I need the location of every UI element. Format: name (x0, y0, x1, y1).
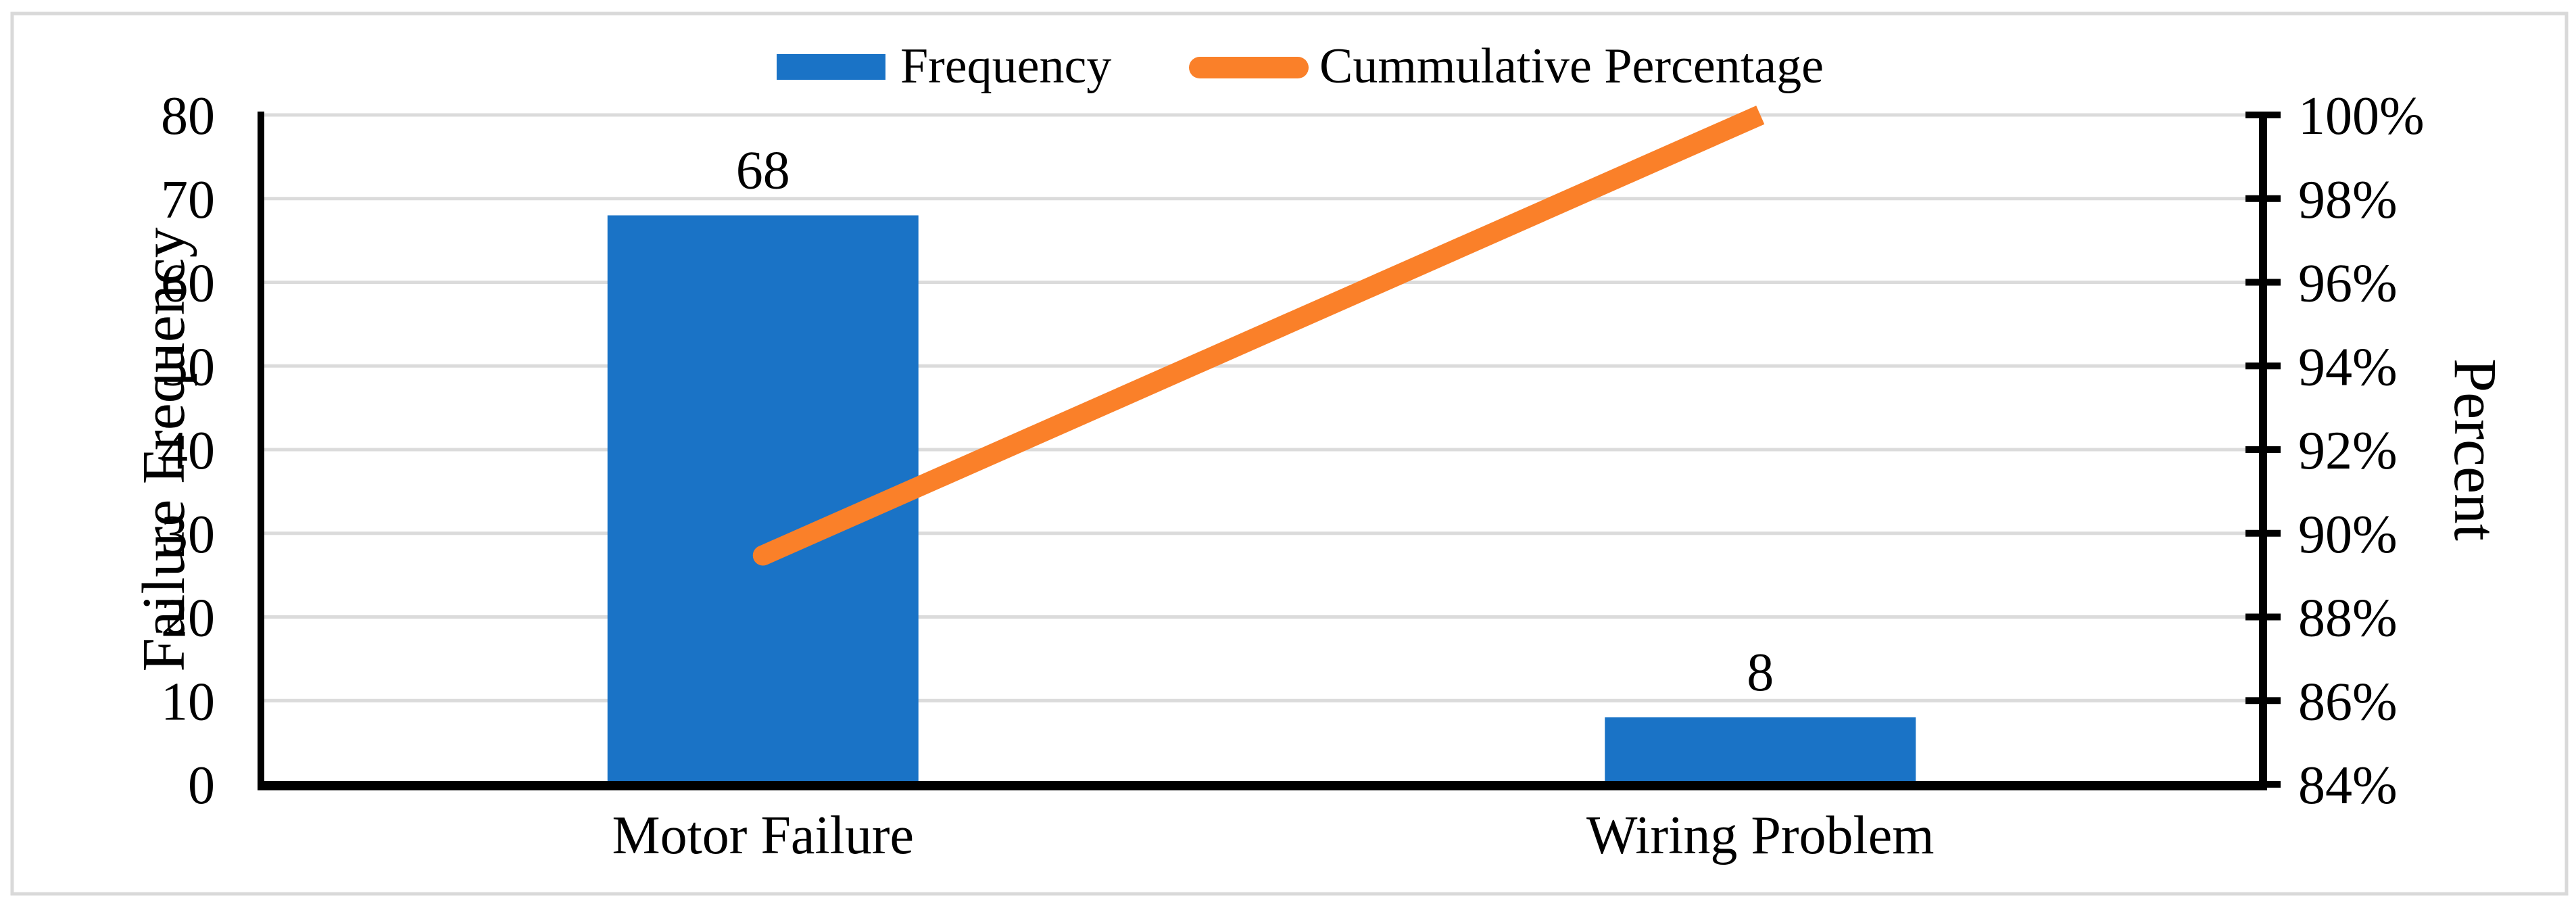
chart-outer-border (10, 11, 2569, 896)
right-axis-tick-label: 88% (2298, 589, 2398, 648)
frequency-bars (607, 215, 1916, 784)
bar-value-labels: 68 8 (736, 141, 1774, 703)
right-axis-tick-label: 98% (2298, 170, 2398, 230)
right-axis-tick (2245, 112, 2281, 118)
right-axis-tick-label: 92% (2298, 421, 2398, 481)
right-axis-tick (2245, 529, 2281, 537)
right-axis-tick-label: 84% (2298, 756, 2398, 815)
right-axis-tick (2245, 195, 2281, 202)
left-axis-tick-label: 30 (161, 505, 215, 565)
cumulative-line (758, 105, 1765, 565)
category-label: Motor Failure (612, 806, 914, 865)
left-axis-tick-label: 70 (161, 170, 215, 230)
bottom-axis-line (258, 781, 2267, 790)
left-axis-tick-label: 10 (161, 672, 215, 732)
left-axis-tick-label: 80 (161, 87, 215, 146)
right-axis-tick-label: 90% (2298, 505, 2398, 565)
left-axis-line (258, 112, 264, 790)
legend-frequency-swatch (777, 54, 885, 80)
right-axis-tick (2245, 697, 2281, 705)
right-axis-tick (2245, 446, 2281, 453)
legend-frequency-label: Frequency (900, 39, 1111, 94)
left-axis-tick-label: 60 (161, 254, 215, 314)
right-axis-ticks (2245, 112, 2281, 788)
left-axis-title: Failure Frequency (130, 227, 197, 671)
right-axis-tick-labels: 84% 86% 88% 90% 92% 94% 96% 98% 100% (2298, 87, 2425, 815)
left-axis-tick-labels: 0 10 20 30 40 50 60 70 80 (161, 87, 215, 815)
frequency-bar (1605, 717, 1916, 784)
legend: Frequency Cummulative Percentage (777, 39, 1824, 94)
right-axis-tick-label: 94% (2298, 337, 2398, 397)
bar-value-label: 8 (1747, 643, 1774, 702)
right-axis-tick (2245, 781, 2281, 788)
legend-cumulative-label: Cummulative Percentage (1319, 39, 1824, 94)
left-axis-tick-label: 50 (161, 337, 215, 397)
right-axis-tick (2245, 613, 2281, 621)
right-axis-tick-label: 86% (2298, 672, 2398, 732)
left-axis-tick-label: 20 (161, 589, 215, 648)
left-axis-tick-label: 40 (161, 421, 215, 481)
bar-value-label: 68 (736, 141, 790, 201)
category-label: Wiring Problem (1586, 806, 1935, 865)
right-axis-tick-label: 100% (2298, 87, 2425, 146)
category-labels: Motor Failure Wiring Problem (612, 806, 1934, 865)
right-axis-tick-label: 96% (2298, 254, 2398, 314)
right-axis-tick (2245, 362, 2281, 370)
gridlines (264, 113, 2259, 702)
right-axis-tick (2245, 279, 2281, 286)
right-axis-title: Percent (2441, 358, 2508, 541)
left-axis-tick-label: 0 (188, 756, 215, 815)
